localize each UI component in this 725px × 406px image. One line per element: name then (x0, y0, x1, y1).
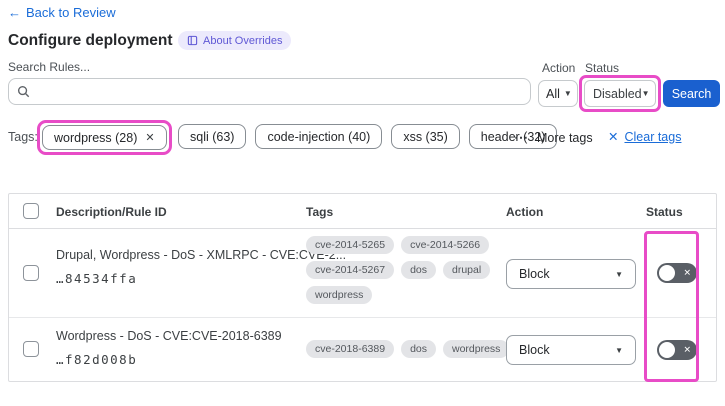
tag-filter[interactable]: sqli (63) (178, 124, 247, 149)
rule-tag-pill: drupal (443, 261, 491, 279)
back-to-review-link[interactable]: ← Back to Review (8, 5, 116, 20)
action-select[interactable]: Block ▼ (506, 335, 636, 365)
back-arrow-icon: ← (8, 5, 21, 20)
rule-tag-pill: dos (401, 340, 436, 358)
highlight-box-status-filter: Disabled ▼ (579, 75, 661, 112)
rule-tag-pill: wordpress (443, 340, 510, 358)
action-select-value: Block (519, 267, 550, 281)
back-link-label: Back to Review (26, 5, 116, 20)
column-header-description: Description/Rule ID (56, 205, 167, 219)
rule-tag-pill: dos (401, 261, 436, 279)
tag-filter-label: wordpress (28) (54, 130, 138, 145)
rule-tags: cve-2018-6389 dos wordpress (306, 340, 511, 358)
clear-tags-link[interactable]: ✕ Clear tags (608, 129, 682, 145)
tag-filter-wordpress[interactable]: wordpress (28) ✕ (42, 125, 167, 150)
rule-id: …f82d008b (56, 352, 138, 367)
toggle-x-icon: ✕ (683, 267, 691, 278)
tag-filter[interactable]: xss (35) (391, 124, 460, 149)
chevron-down-icon: ▼ (563, 88, 572, 98)
table-row: Wordpress - DoS - CVE:CVE-2018-6389 …f82… (9, 318, 716, 381)
search-rules-input[interactable] (36, 84, 522, 99)
rule-tag-pill: cve-2018-6389 (306, 340, 395, 358)
search-rules-input-box[interactable] (8, 78, 531, 105)
rule-tag-pill: cve-2014-5265 (306, 236, 395, 254)
action-dropdown-value: All (546, 86, 560, 101)
clear-tags-x-icon: ✕ (608, 130, 619, 144)
rule-tags: cve-2014-5265 cve-2014-5266 cve-2014-5267 d… (306, 236, 511, 304)
more-tags-button[interactable]: ⋯ More tags (514, 129, 593, 146)
tag-filter-list: sqli (63) code-injection (40) xss (35) head… (178, 124, 558, 149)
tag-filter[interactable]: header (32) (468, 124, 558, 149)
table-header-row: Description/Rule ID Tags Action Status (9, 194, 716, 229)
column-header-tags: Tags (306, 205, 334, 219)
page-title: Configure deployment (8, 32, 173, 49)
rule-description: Drupal, Wordpress - DoS - XMLRPC - CVE:C… (56, 248, 347, 262)
toggle-knob (659, 265, 675, 281)
more-tags-label: More tags (537, 130, 593, 145)
action-select[interactable]: Block ▼ (506, 259, 636, 289)
rule-tag-pill: wordpress (306, 286, 373, 304)
action-select-value: Block (519, 343, 550, 357)
status-dropdown[interactable]: Disabled ▼ (584, 80, 656, 107)
column-header-status: Status (646, 205, 683, 219)
status-label: Status (585, 61, 620, 75)
highlight-box-selected-tag: wordpress (28) ✕ (37, 120, 172, 155)
table-row: Drupal, Wordpress - DoS - XMLRPC - CVE:C… (9, 229, 716, 318)
action-dropdown[interactable]: All ▼ (538, 80, 578, 107)
rule-tag-pill: cve-2014-5267 (306, 261, 395, 279)
status-dropdown-value: Disabled (593, 86, 642, 101)
action-label: Action (542, 61, 576, 75)
status-toggle-off[interactable]: ✕ (657, 340, 697, 360)
row-checkbox[interactable] (23, 341, 39, 357)
rule-tag-pill: cve-2014-5266 (401, 236, 490, 254)
book-icon (187, 35, 198, 46)
search-rules-label: Search Rules... (8, 60, 91, 74)
select-all-checkbox[interactable] (23, 203, 39, 219)
toggle-knob (659, 342, 675, 358)
remove-tag-icon[interactable]: ✕ (145, 132, 155, 144)
about-overrides-label: About Overrides (203, 34, 283, 47)
rules-table: Description/Rule ID Tags Action Status D… (8, 193, 717, 382)
rule-description: Wordpress - DoS - CVE:CVE-2018-6389 (56, 329, 282, 343)
search-button[interactable]: Search (663, 80, 720, 107)
status-toggle-off[interactable]: ✕ (657, 263, 697, 283)
ellipsis-icon: ⋯ (514, 129, 529, 145)
search-icon (17, 85, 30, 98)
chevron-down-icon: ▼ (641, 89, 650, 98)
about-overrides-badge[interactable]: About Overrides (178, 31, 292, 50)
chevron-down-icon: ▼ (615, 345, 623, 355)
tag-filter[interactable]: code-injection (40) (255, 124, 383, 149)
tags-label: Tags: (8, 130, 38, 144)
rule-id: …84534ffa (56, 271, 138, 286)
column-header-action: Action (506, 205, 544, 219)
chevron-down-icon: ▼ (615, 269, 623, 279)
clear-tags-label: Clear tags (624, 129, 682, 144)
row-checkbox[interactable] (23, 265, 39, 281)
toggle-x-icon: ✕ (683, 344, 691, 355)
